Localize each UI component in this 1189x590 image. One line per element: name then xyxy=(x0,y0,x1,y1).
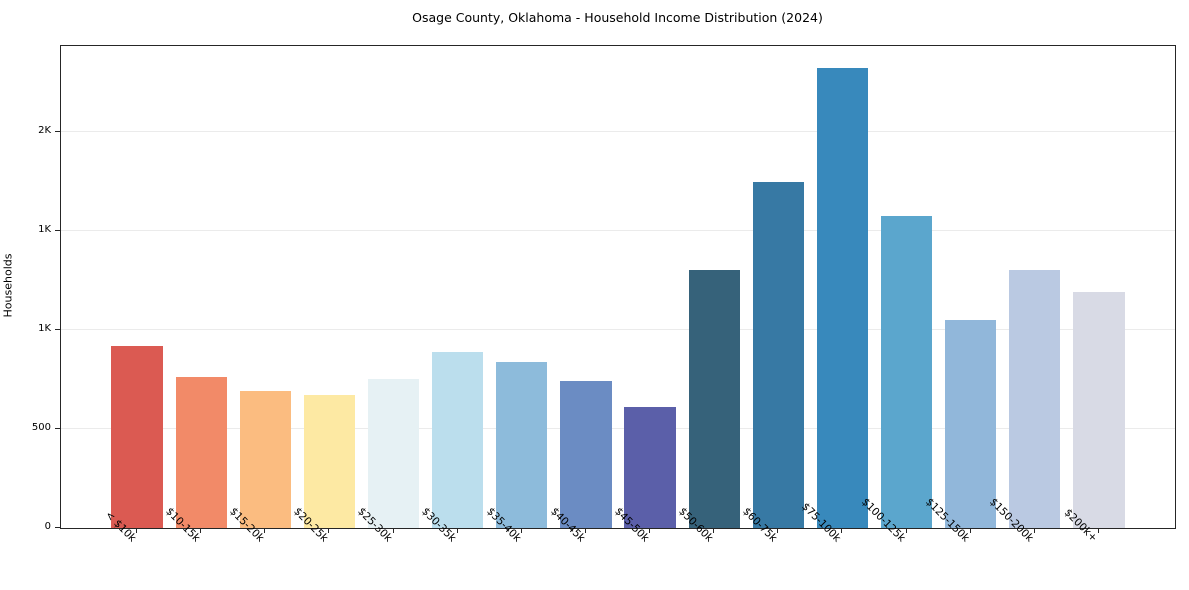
y-tick-label: 2K xyxy=(38,124,51,136)
bar-slot xyxy=(682,46,746,528)
bar-slot xyxy=(169,46,233,528)
y-tick-label: 500 xyxy=(31,421,51,433)
y-axis-label: Households xyxy=(1,253,15,318)
x-tick-mark xyxy=(905,528,907,533)
bar-$25-30k xyxy=(367,379,420,528)
bar-$35-40k xyxy=(496,361,548,528)
x-tick-mark xyxy=(841,528,843,533)
x-tick-mark xyxy=(584,528,586,533)
x-tick-mark xyxy=(520,528,522,533)
bar-slot xyxy=(746,46,810,528)
bar-slot xyxy=(1067,46,1131,528)
y-tick-mark xyxy=(55,130,60,132)
bar-$200k+ xyxy=(1073,292,1125,528)
gridline xyxy=(61,130,1175,132)
bar-slot xyxy=(490,46,554,528)
bar-slot xyxy=(297,46,361,528)
bar-$75-100k xyxy=(816,68,869,528)
bar-$20-25k xyxy=(303,395,356,528)
bar-slot xyxy=(426,46,490,528)
bar-$125-150k xyxy=(945,320,997,528)
y-tick-mark xyxy=(55,427,60,429)
bar-slot xyxy=(554,46,618,528)
bar-slot xyxy=(875,46,939,528)
y-tick-mark xyxy=(55,229,60,231)
chart-title: Osage County, Oklahoma - Household Incom… xyxy=(412,10,823,25)
bar-$60-75k xyxy=(752,182,804,528)
bar-< $10k xyxy=(111,345,163,528)
bar-slot xyxy=(810,46,874,528)
bar-$30-35k xyxy=(432,351,484,528)
bar-slot xyxy=(939,46,1003,528)
gridline xyxy=(61,427,1175,429)
bar-$45-50k xyxy=(624,407,676,528)
plot-area xyxy=(60,45,1176,529)
bar-slot xyxy=(362,46,426,528)
bar-$10-15k xyxy=(175,377,227,528)
bar-$150-200k xyxy=(1009,270,1061,528)
x-tick-mark xyxy=(777,528,779,533)
bar-slot xyxy=(105,46,169,528)
x-tick-mark xyxy=(264,528,266,533)
y-tick-label: 0 xyxy=(44,521,51,532)
x-tick-mark xyxy=(456,528,458,533)
gridline xyxy=(61,328,1175,330)
x-tick-mark xyxy=(1097,528,1099,533)
bar-slot xyxy=(1003,46,1067,528)
bar-$15-20k xyxy=(239,391,291,528)
x-tick-mark xyxy=(328,528,330,533)
bar-$100-125k xyxy=(880,215,933,528)
y-tick-label: 1K xyxy=(38,322,51,334)
gridline xyxy=(61,229,1175,231)
x-tick-mark xyxy=(649,528,651,533)
x-tick-mark xyxy=(136,528,138,533)
y-tick-mark xyxy=(55,527,60,528)
y-tick-mark xyxy=(55,328,60,330)
bar-$40-45k xyxy=(560,381,612,528)
bar-$50-60k xyxy=(688,270,740,528)
bar-slot xyxy=(618,46,682,528)
bars-row xyxy=(61,46,1175,528)
x-tick-mark xyxy=(969,528,971,533)
x-tick-mark xyxy=(392,528,394,533)
x-tick-mark xyxy=(713,528,715,533)
x-tick-mark xyxy=(1033,528,1035,533)
y-tick-label: 1K xyxy=(38,223,51,235)
bar-slot xyxy=(233,46,297,528)
x-tick-mark xyxy=(200,528,202,533)
